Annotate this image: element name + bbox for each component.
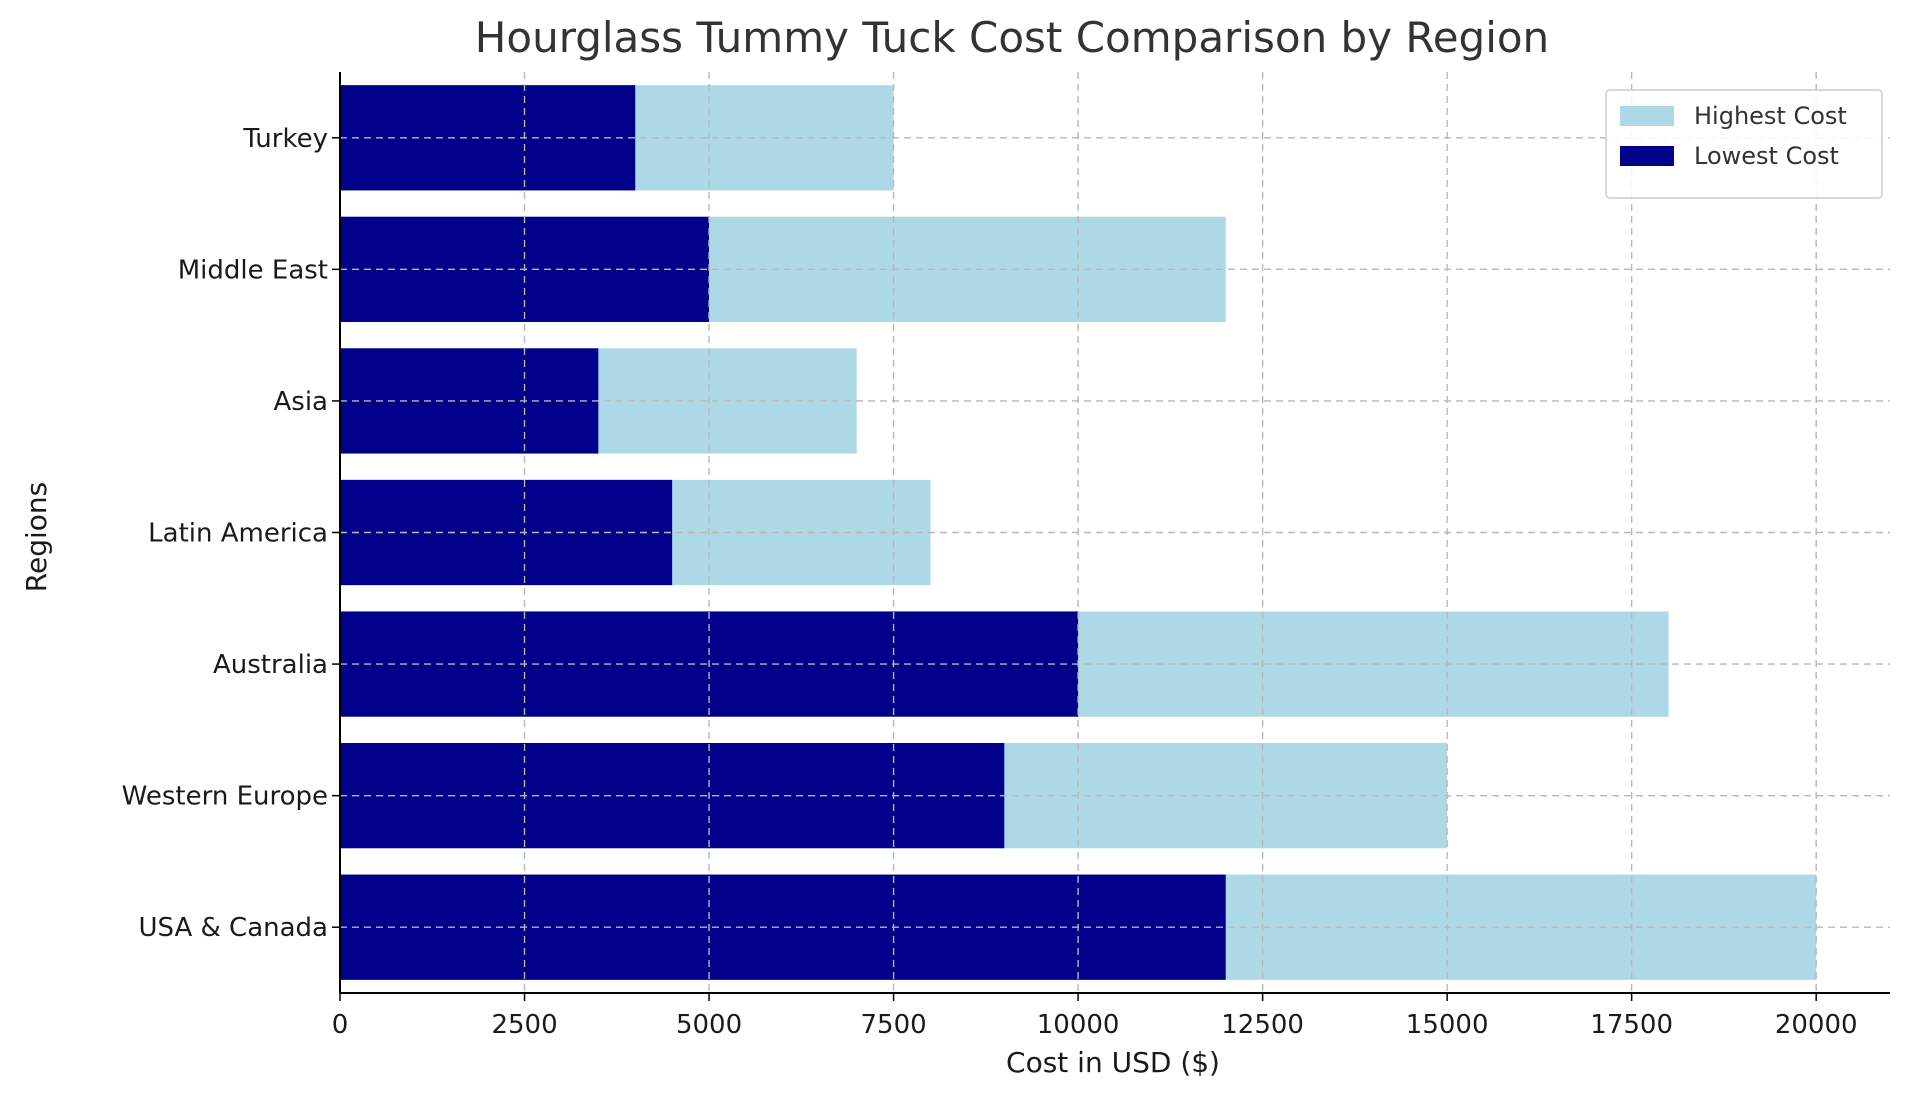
bar-lowest-4 bbox=[340, 348, 599, 454]
x-tick-label-7: 17500 bbox=[1590, 1010, 1673, 1040]
x-tick-label-1: 2500 bbox=[491, 1010, 557, 1040]
x-tick-label-4: 10000 bbox=[1037, 1010, 1120, 1040]
legend-label-1: Lowest Cost bbox=[1694, 142, 1839, 170]
y-tick-label-0: USA & Canada bbox=[138, 913, 328, 943]
x-tick-labels: 0 2500 5000 7500 10000 12500 15000 17500 20000 bbox=[332, 993, 1858, 1040]
axes bbox=[339, 72, 1890, 994]
y-tick-label-1: Western Europe bbox=[122, 782, 328, 812]
x-tick-label-2: 5000 bbox=[676, 1010, 742, 1040]
x-axis-title: Cost in USD ($) bbox=[1006, 1046, 1220, 1079]
x-tick-label-8: 20000 bbox=[1775, 1010, 1858, 1040]
legend-swatch-0 bbox=[1620, 106, 1674, 126]
y-tick-labels: USA & Canada Western Europe Australia Latin… bbox=[122, 124, 340, 943]
y-tick-label-4: Asia bbox=[274, 387, 329, 417]
y-tick-label-3: Latin America bbox=[148, 519, 328, 549]
chart-title: Hourglass Tummy Tuck Cost Comparison by … bbox=[475, 13, 1549, 62]
x-tick-label-3: 7500 bbox=[860, 1010, 926, 1040]
legend-box bbox=[1605, 89, 1883, 199]
legend-label-0: Highest Cost bbox=[1694, 102, 1847, 130]
x-tick-label-0: 0 bbox=[332, 1010, 349, 1040]
legend-swatch-1 bbox=[1620, 146, 1674, 166]
y-tick-label-6: Turkey bbox=[242, 124, 328, 154]
y-axis-title: Regions bbox=[20, 482, 53, 592]
x-tick-label-6: 15000 bbox=[1406, 1010, 1489, 1040]
x-tick-label-5: 12500 bbox=[1221, 1010, 1304, 1040]
y-tick-label-5: Middle East bbox=[178, 255, 328, 285]
legend: Highest Cost Lowest Cost bbox=[1605, 89, 1883, 199]
y-tick-label-2: Australia bbox=[213, 650, 328, 680]
